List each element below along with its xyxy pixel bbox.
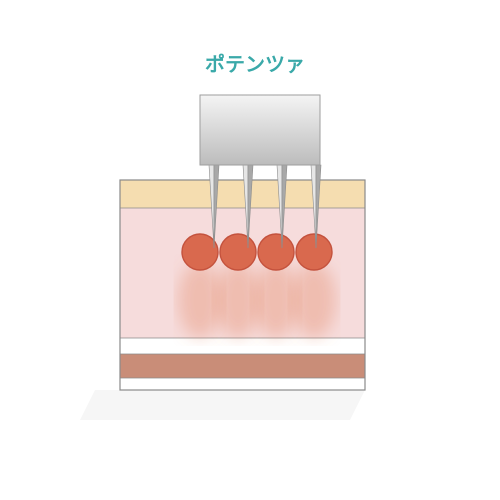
heat-glow: [254, 262, 298, 338]
heat-glow: [292, 262, 336, 338]
heat-glow: [216, 262, 260, 338]
diagram-stage: ポテンツァ: [0, 0, 500, 500]
device-body: [200, 95, 320, 165]
heat-glow: [178, 262, 222, 338]
heat-dot: [220, 234, 256, 270]
layer-epidermis: [120, 180, 365, 208]
heat-dot: [258, 234, 294, 270]
layer-fat: [120, 338, 365, 354]
layer-muscle: [120, 354, 365, 378]
layer-base: [120, 378, 365, 390]
heat-dot: [182, 234, 218, 270]
heat-dot: [296, 234, 332, 270]
floor-shadow: [80, 390, 365, 420]
diagram-svg: [0, 0, 500, 500]
